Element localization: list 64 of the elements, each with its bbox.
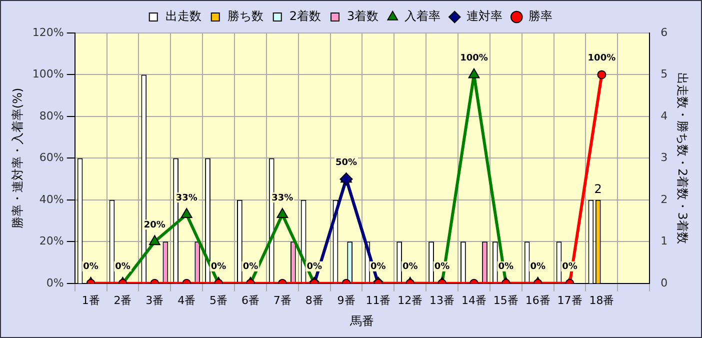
x-tick-label: 1番 [82,294,100,307]
data-label: 0% [83,262,98,272]
data-label: 0% [210,262,226,272]
legend-label: 2着数 [289,9,322,24]
y2-tick-label: 6 [660,26,668,39]
point [340,172,353,186]
x-tick-label: 7番 [273,294,292,307]
data-label: 0% [306,262,322,272]
data-label: 100% [460,54,488,64]
x-tick-label: 17番 [557,294,582,307]
point [148,235,160,246]
x-tick-label: 15番 [493,294,518,307]
x-tick-label: 4番 [178,294,196,307]
y2-tick-label: 0 [660,276,668,290]
y2-tick-label: 5 [660,68,668,81]
y-tick-label: 0% [46,276,64,290]
data-label: 2 [594,182,602,196]
x-axis-title: 馬番 [349,314,374,328]
legend-label: 出走数 [165,9,202,24]
legend-label: 3着数 [347,9,379,24]
x-tick-label: 12番 [398,294,423,307]
point [180,208,192,218]
x-tick-label: 3番 [146,294,164,307]
y2-tick-label: 2 [660,192,668,206]
y-axis-title: 勝率・連対率・入着率(%) [10,88,24,229]
legend-label: 勝率 [528,9,553,24]
x-tick-label: 13番 [430,294,455,307]
data-label: 0% [370,262,386,272]
data-label: 0% [530,262,546,272]
x-tick-label: 6番 [241,294,260,307]
data-label: 20% [144,220,166,231]
data-label: 0% [562,262,578,272]
x-tick-label: 9番 [337,294,356,307]
data-label: 33% [176,193,198,204]
x-tick-label: 5番 [210,294,228,307]
legend-label: 連対率 [466,9,503,24]
data-label: 0% [402,262,418,272]
x-tick-label: 8番 [305,294,324,307]
y2-axis-title: 出走数・勝ち数・2着数・3着数 [676,72,690,244]
y-tick-label: 20% [39,234,64,248]
x-tick-label: 11番 [366,294,391,307]
data-label: 100% [588,54,616,64]
y2-tick-label: 3 [660,151,668,164]
data-label: 50% [335,158,358,168]
x-tick-label: 16番 [525,294,550,307]
data-label: 0% [498,262,514,272]
y2-tick-label: 4 [660,109,668,122]
point [276,208,288,218]
legend-label: 勝ち数 [227,9,264,24]
data-label: 0% [434,262,450,272]
point [597,70,606,80]
data-label: 0% [115,262,130,272]
data-label: 0% [242,262,258,272]
data-label: 33% [272,193,294,204]
x-tick-label: 18番 [589,294,614,307]
y-tick-label: 120% [32,26,64,39]
x-tick-label: 14番 [461,294,486,307]
y2-tick-label: 1 [660,234,668,248]
y-tick-label: 40% [39,192,64,206]
y-tick-label: 80% [39,109,64,122]
y-tick-label: 60% [39,151,64,164]
legend-label: 入着率 [404,9,441,24]
x-tick-label: 2番 [114,294,132,307]
y-tick-label: 100% [32,68,64,81]
